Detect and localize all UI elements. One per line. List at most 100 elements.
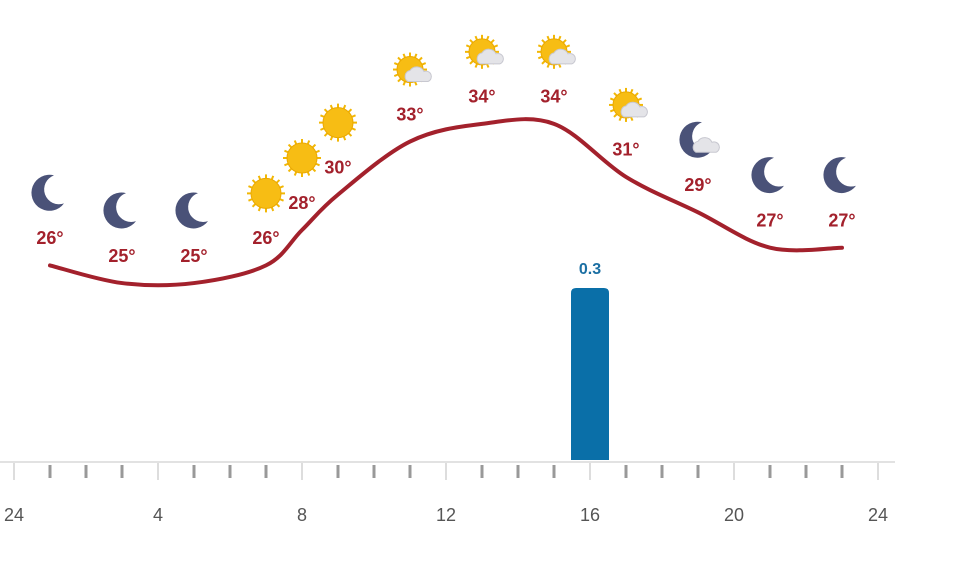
- sun-ray: [275, 179, 281, 184]
- sun-ray: [287, 167, 293, 173]
- x-tick-label: 8: [297, 505, 307, 525]
- temperature-label: 34°: [540, 87, 567, 107]
- weather-icon: [103, 192, 136, 229]
- sun-ray: [306, 140, 311, 145]
- sun-ray: [618, 116, 622, 122]
- sun: [250, 177, 282, 209]
- sun-ray: [342, 104, 347, 110]
- sun-ray: [469, 60, 474, 65]
- sun-ray: [618, 88, 622, 94]
- precipitation-label: 0.3: [579, 261, 601, 278]
- x-tick-label: 24: [4, 505, 24, 525]
- sun-ray: [541, 39, 546, 44]
- temperature-label: 28°: [288, 193, 315, 213]
- sun-ray: [323, 108, 329, 113]
- sun-ray: [490, 39, 495, 44]
- temperature-label: 27°: [828, 210, 855, 230]
- weather-icon: [31, 174, 64, 211]
- sun-ray: [493, 44, 499, 48]
- sun-ray: [393, 62, 399, 66]
- sun-ray: [315, 149, 320, 154]
- weather-icon: [537, 34, 576, 69]
- sun-ray: [257, 206, 262, 212]
- sun-ray: [329, 104, 334, 110]
- sun-ray: [311, 167, 317, 173]
- sun-ray: [609, 108, 615, 113]
- sun-ray: [342, 136, 347, 141]
- weather-icon: [175, 192, 208, 229]
- sun-ray: [279, 198, 284, 202]
- sun-ray: [558, 63, 562, 68]
- sun-ray: [537, 55, 543, 60]
- sun-ray: [634, 92, 639, 97]
- moon: [823, 157, 856, 194]
- sun-ray: [465, 44, 471, 48]
- sun-ray: [329, 136, 334, 141]
- sun: [322, 107, 354, 139]
- sun-ray: [402, 81, 406, 86]
- temperature-label: 33°: [396, 104, 423, 124]
- sun-ray: [421, 62, 427, 66]
- sun-ray: [323, 132, 329, 137]
- temperature-label: 26°: [36, 228, 63, 248]
- x-tick-label: 4: [153, 505, 163, 525]
- sun-ray: [562, 39, 567, 44]
- sun-ray: [613, 113, 618, 118]
- weather-icon: [393, 52, 432, 87]
- temperature-label: 27°: [756, 210, 783, 230]
- sun-ray: [630, 88, 634, 94]
- sun-ray: [251, 203, 257, 208]
- sun-ray: [279, 185, 284, 189]
- weather-icon: [609, 87, 648, 122]
- temperature-label: 26°: [252, 228, 279, 248]
- sun-ray: [257, 175, 262, 180]
- temperature-label: 31°: [612, 140, 639, 160]
- x-tick-label: 20: [724, 505, 744, 525]
- sun-ray: [287, 143, 293, 149]
- sun-ray: [397, 56, 402, 62]
- moon: [679, 121, 712, 158]
- sun-ray: [284, 149, 289, 154]
- sun-ray: [418, 56, 423, 62]
- sun-ray: [613, 92, 618, 97]
- sun-ray: [546, 63, 550, 68]
- temperature-label: 25°: [108, 246, 135, 266]
- cloud: [404, 66, 432, 83]
- sun-ray: [311, 143, 317, 149]
- sun-ray: [270, 206, 275, 212]
- sun-ray: [351, 114, 356, 118]
- sun-ray: [565, 44, 571, 48]
- sun-ray: [248, 185, 253, 189]
- sun-ray: [270, 175, 275, 180]
- temperature-label: 29°: [684, 175, 711, 195]
- cloud: [548, 48, 576, 65]
- temperature-line: [48, 117, 844, 288]
- sun-ray: [637, 97, 643, 101]
- sun-ray: [609, 97, 615, 101]
- sun-ray: [315, 162, 320, 167]
- sun-ray: [320, 127, 325, 131]
- sun-ray: [537, 44, 543, 48]
- cloud: [476, 48, 504, 65]
- sun-ray: [347, 132, 353, 137]
- sun-ray: [320, 114, 325, 118]
- moon: [103, 192, 136, 229]
- sun-ray: [251, 179, 257, 184]
- sun-ray: [541, 60, 546, 65]
- temperature-label: 25°: [180, 246, 207, 266]
- sun-ray: [414, 81, 418, 86]
- moon: [31, 174, 64, 211]
- temperature-label: 30°: [324, 157, 351, 177]
- sun-ray: [306, 171, 311, 176]
- sun: [286, 142, 318, 174]
- sun-ray: [397, 78, 402, 83]
- sun-ray: [465, 55, 471, 60]
- cloud: [692, 137, 720, 153]
- sun-ray: [293, 140, 298, 145]
- sun-ray: [474, 35, 478, 41]
- sun-ray: [474, 63, 478, 68]
- sun-ray: [248, 198, 253, 202]
- sun-ray: [347, 108, 353, 113]
- sun-ray: [402, 53, 406, 58]
